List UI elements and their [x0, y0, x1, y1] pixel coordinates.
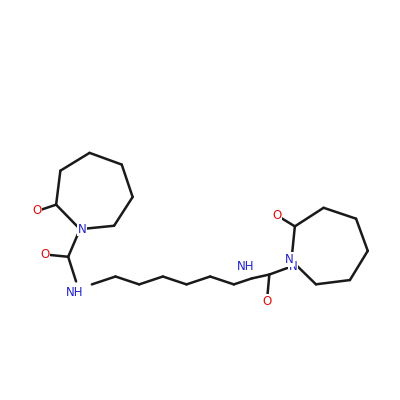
Text: N: N — [285, 253, 294, 266]
Text: O: O — [40, 248, 49, 261]
Text: N: N — [78, 223, 86, 236]
Text: N: N — [289, 260, 297, 273]
Text: O: O — [263, 295, 272, 308]
Text: O: O — [272, 209, 281, 222]
Text: NH: NH — [66, 286, 84, 299]
Text: NH: NH — [237, 260, 254, 272]
Text: O: O — [33, 204, 42, 216]
